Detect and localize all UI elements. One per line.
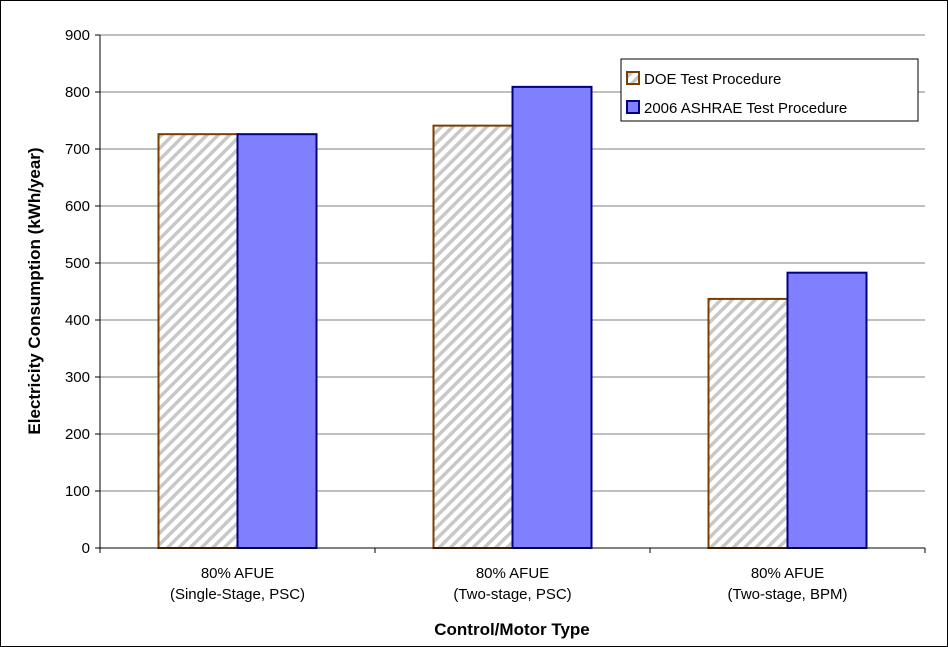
y-tick-label: 100 [65, 483, 90, 500]
y-tick-label: 400 [65, 312, 90, 329]
bar [786, 271, 868, 549]
x-tick-label: (Two-stage, BPM) [727, 586, 847, 603]
x-tick-label: (Two-stage, PSC) [453, 586, 571, 603]
legend-swatch [626, 100, 640, 114]
legend-box [620, 58, 919, 122]
y-tick-label: 600 [65, 198, 90, 215]
x-tick-label: 80% AFUE [476, 565, 549, 582]
x-tick-label: 80% AFUE [201, 565, 274, 582]
y-axis-title: Electricity Consumption (kWh/year) [25, 147, 44, 434]
bar [157, 133, 239, 549]
legend-swatch [626, 71, 640, 85]
x-tick-label: (Single-Stage, PSC) [170, 586, 305, 603]
axes: 0 100 200 300 400 500 600 700 800 900 80% AFUE (Sin… [65, 27, 926, 603]
y-tick-label: 700 [65, 141, 90, 158]
x-tick-label: 80% AFUE [751, 565, 824, 582]
y-tick-label: 900 [65, 27, 90, 44]
legend-label: DOE Test Procedure [644, 71, 781, 88]
y-tick-label: 800 [65, 84, 90, 101]
bar [707, 297, 789, 549]
y-tick-label: 500 [65, 255, 90, 272]
legend: DOE Test Procedure 2006 ASHRAE Test Proce… [620, 58, 919, 122]
y-tick-label: 200 [65, 426, 90, 443]
legend-label: 2006 ASHRAE Test Procedure [644, 100, 847, 117]
bar [236, 133, 318, 549]
y-tick-label: 0 [82, 540, 90, 557]
x-axis-title: Control/Motor Type [434, 620, 590, 639]
y-tick-label: 300 [65, 369, 90, 386]
bar [432, 124, 514, 549]
bars [157, 85, 868, 550]
bar [511, 85, 593, 550]
